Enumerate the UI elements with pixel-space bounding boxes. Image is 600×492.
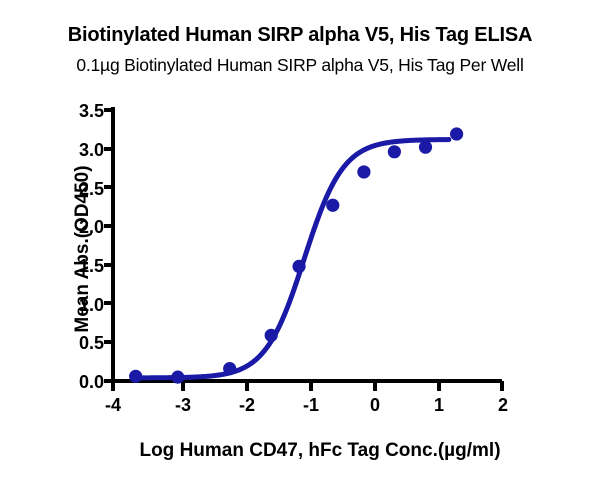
y-tick-label: 0.0 [78,372,104,392]
x-tick-label: 0 [369,395,380,415]
chart-subtitle: 0.1µg Biotinylated Human SIRP alpha V5, … [76,55,524,75]
y-axis-ticks [104,108,113,383]
data-point [357,165,371,179]
data-point [171,370,185,384]
data-point [387,145,401,159]
y-tick-label: 1.5 [78,256,104,276]
x-tick-label: -3 [174,395,191,415]
x-axis-ticks [111,381,504,391]
data-point [129,369,143,383]
x-tick-label: -2 [238,395,255,415]
y-tick-label: 2.0 [78,217,104,237]
y-tick-label: 3.5 [78,101,104,121]
data-point [418,140,433,154]
fit-curve-line [133,137,452,381]
x-axis-title: Log Human CD47, hFc Tag Conc.(µg/ml) [139,440,501,461]
data-point [326,198,340,212]
axes-group [104,107,504,391]
x-tick-label: -1 [302,395,319,415]
x-tick-label: 1 [433,395,444,415]
y-tick-label: 1.0 [78,295,104,315]
data-point [450,127,464,141]
data-point [223,362,237,376]
data-point [264,328,278,342]
x-tick-label: -4 [104,395,121,415]
data-point-group [129,127,464,384]
x-tick-label: 2 [497,395,508,415]
y-tick-label: 3.0 [78,140,104,160]
y-tick-label: 2.5 [78,179,104,199]
y-tick-label: 0.5 [78,333,104,353]
data-point [292,259,306,274]
chart-title: Biotinylated Human SIRP alpha V5, His Ta… [67,24,533,46]
